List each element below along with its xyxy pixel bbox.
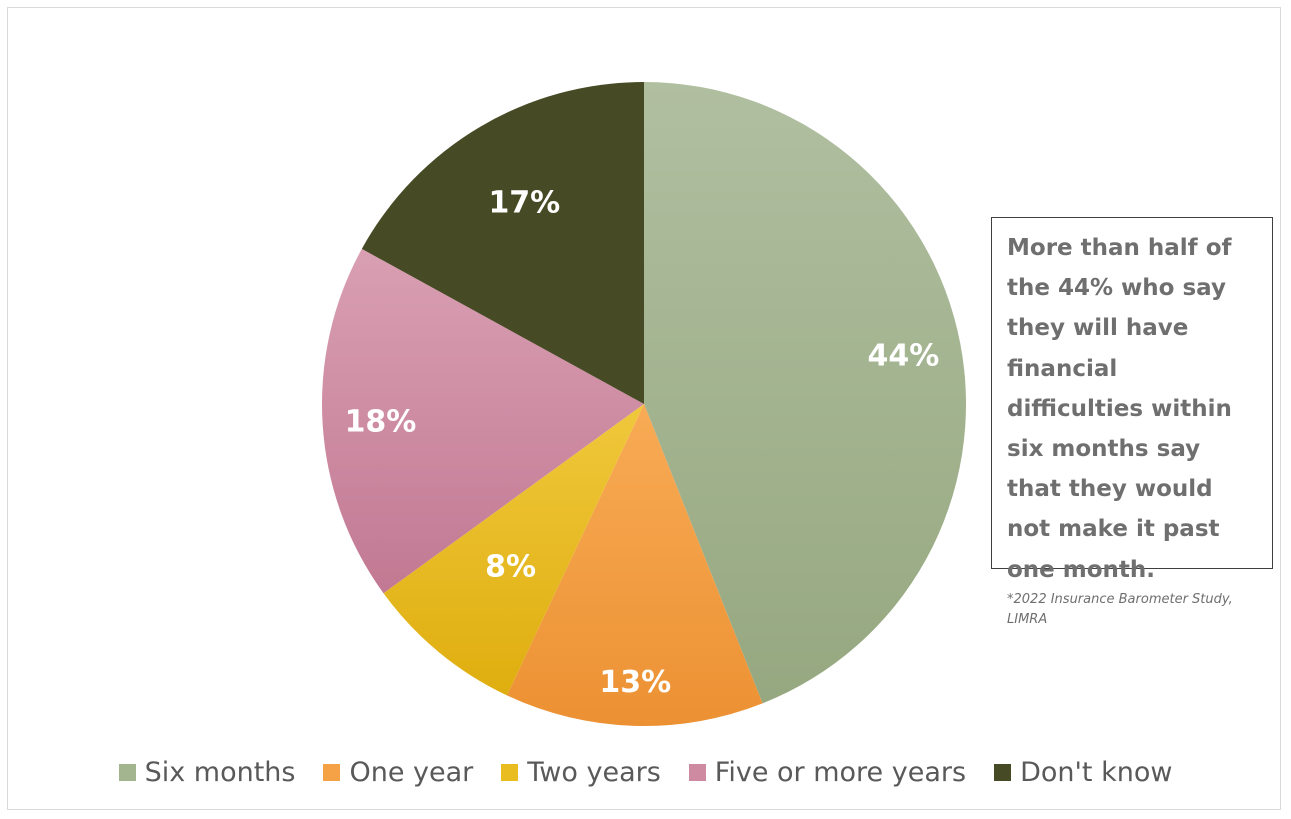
legend-swatch — [119, 764, 136, 781]
data-label: 13% — [599, 665, 671, 700]
legend-item: One year — [323, 757, 473, 788]
legend-label: Five or more years — [715, 757, 966, 788]
annotation-text: More than half of the 44% who say they w… — [1007, 228, 1260, 590]
legend-label: One year — [349, 757, 473, 788]
legend-swatch — [501, 764, 518, 781]
legend-label: Six months — [145, 757, 296, 788]
annotation-box: More than half of the 44% who say they w… — [991, 217, 1273, 569]
legend-swatch — [689, 764, 706, 781]
legend: Six months One year Two years Five or more … — [0, 752, 1291, 792]
legend-swatch — [323, 764, 340, 781]
legend-item: Six months — [119, 757, 296, 788]
legend-label: Two years — [527, 757, 661, 788]
source-note: *2022 Insurance Barometer Study, LIMRA — [1007, 590, 1237, 630]
legend-label: Don't know — [1020, 757, 1172, 788]
data-label: 44% — [867, 339, 939, 374]
data-label: 8% — [485, 549, 536, 584]
legend-swatch — [994, 764, 1011, 781]
legend-item: Don't know — [994, 757, 1172, 788]
legend-item: Five or more years — [689, 757, 966, 788]
legend-item: Two years — [501, 757, 661, 788]
data-label: 18% — [345, 405, 417, 440]
data-label: 17% — [488, 186, 560, 221]
